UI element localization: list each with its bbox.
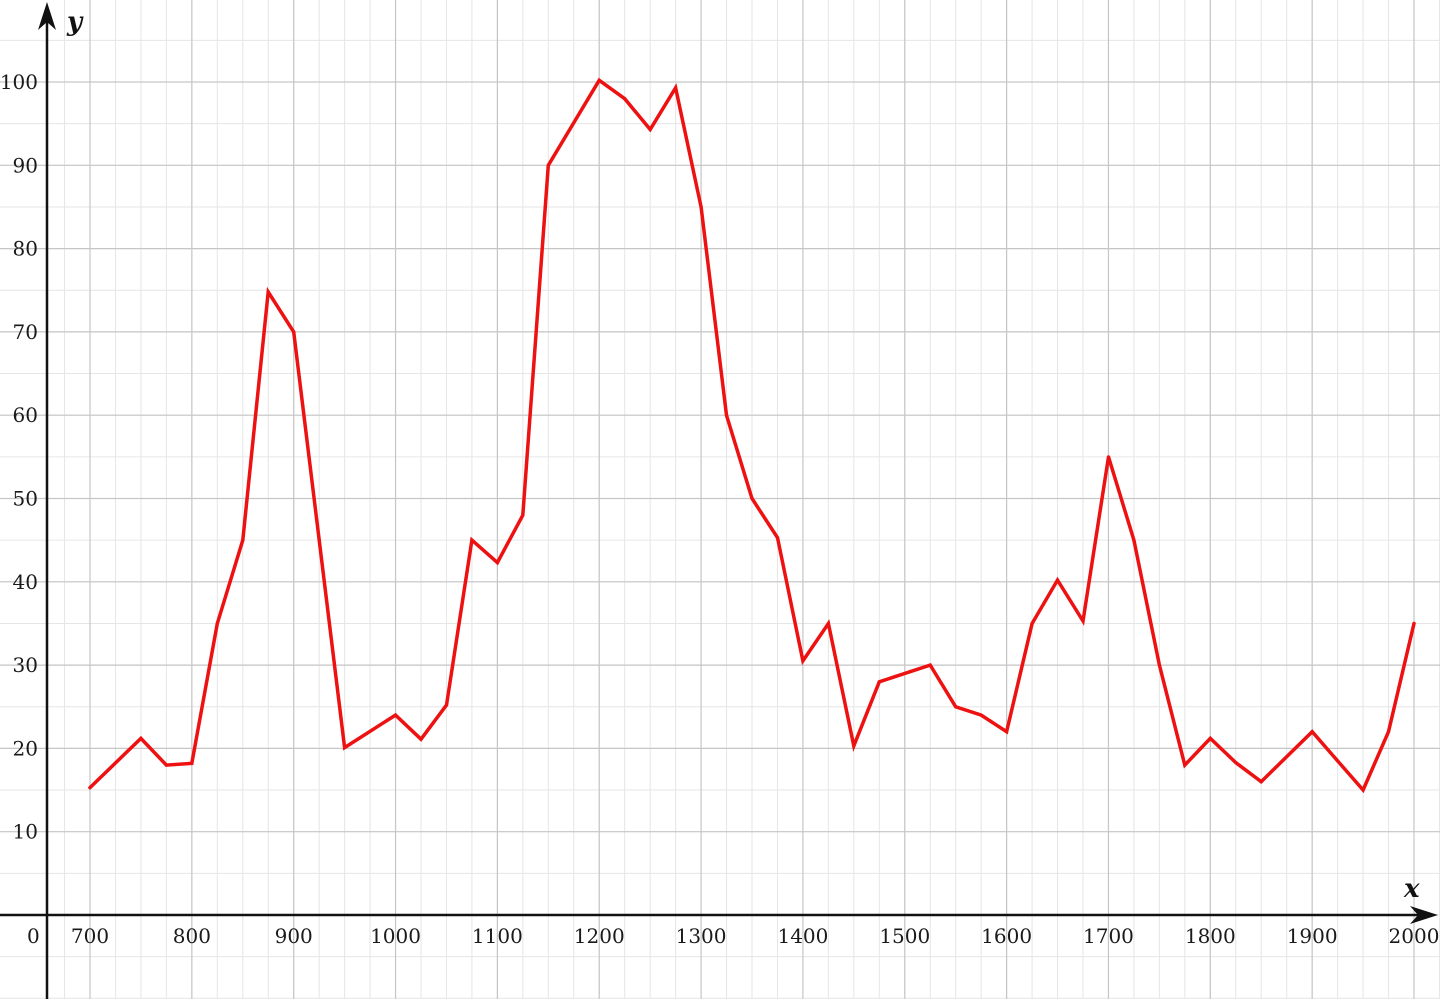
data-point <box>88 786 92 790</box>
x-tick-label: 1700 <box>1083 924 1134 948</box>
data-point <box>648 127 652 132</box>
data-point <box>1055 578 1060 582</box>
data-point <box>928 663 932 667</box>
x-axis-arrow-icon <box>1410 906 1438 924</box>
data-point <box>215 621 219 626</box>
x-tick-label: 1200 <box>574 924 625 948</box>
x-tick-label: 1000 <box>370 924 421 948</box>
data-point <box>1106 455 1111 459</box>
data-point <box>699 205 703 209</box>
x-tick-label: 1900 <box>1287 924 1338 948</box>
data-point <box>852 744 856 748</box>
y-tick-label: 80 <box>13 237 38 261</box>
x-tick-label: 800 <box>173 924 211 948</box>
data-point <box>495 561 499 565</box>
data-point <box>750 496 754 501</box>
y-tick-label: 40 <box>13 570 38 594</box>
data-point <box>877 680 881 684</box>
series-line-0 <box>88 77 1416 794</box>
y-tick-label: 90 <box>13 153 38 177</box>
series-layer <box>88 77 1416 794</box>
x-tick-label: 700 <box>71 924 109 948</box>
data-point <box>1132 538 1136 542</box>
data-point <box>775 536 780 540</box>
data-point <box>979 713 983 717</box>
data-point <box>266 290 270 294</box>
data-point <box>623 97 627 101</box>
x-tick-label: 1400 <box>777 924 828 948</box>
data-point <box>1157 663 1161 667</box>
data-point <box>1386 730 1391 734</box>
x-tick-label: 2000 <box>1389 924 1440 948</box>
x-tick-label: 1800 <box>1185 924 1236 948</box>
y-axis-label: y <box>66 7 84 37</box>
data-point <box>1412 621 1416 626</box>
data-point <box>1259 780 1263 784</box>
data-point <box>419 737 423 741</box>
origin-label: 0 <box>27 924 40 948</box>
x-tick-label: 1500 <box>879 924 930 948</box>
data-point <box>954 705 958 709</box>
data-point <box>1030 621 1034 626</box>
data-point <box>546 163 550 167</box>
x-tick-label: 1600 <box>981 924 1032 948</box>
data-point <box>1310 730 1314 734</box>
y-tick-label: 20 <box>13 736 38 760</box>
data-point <box>317 538 321 542</box>
data-point <box>393 713 398 717</box>
data-point <box>1183 763 1187 767</box>
y-tick-label: 30 <box>13 653 38 677</box>
x-tick-label: 1300 <box>676 924 727 948</box>
data-point <box>597 78 601 82</box>
data-point <box>1005 730 1009 734</box>
y-tick-label: 50 <box>13 487 38 511</box>
y-tick-label: 60 <box>13 403 38 427</box>
x-tick-label: 1100 <box>472 924 523 948</box>
data-point <box>444 703 449 707</box>
y-axis-arrow-icon <box>38 2 56 30</box>
data-point <box>674 86 678 90</box>
data-point <box>521 513 525 517</box>
data-point <box>801 659 805 663</box>
x-axis-label: x <box>1403 874 1420 904</box>
data-point <box>292 330 296 334</box>
tick-labels: 700 800 900 1000 1100 1200 1300 1400 1500 1600 170… <box>0 70 1439 948</box>
data-point <box>826 621 831 626</box>
data-point <box>1361 788 1365 792</box>
data-point <box>164 763 168 767</box>
data-point <box>343 746 347 750</box>
data-point <box>470 538 474 542</box>
y-tick-label: 100 <box>0 70 38 94</box>
y-tick-label: 10 <box>13 820 38 844</box>
data-point <box>724 413 729 417</box>
data-point <box>1081 619 1085 623</box>
data-point <box>1234 761 1238 765</box>
data-point <box>241 538 245 542</box>
data-point <box>1336 759 1340 763</box>
data-point <box>1208 736 1212 741</box>
y-tick-label: 70 <box>13 320 38 344</box>
data-point <box>139 736 143 741</box>
data-point <box>190 761 194 766</box>
x-tick-label: 900 <box>275 924 313 948</box>
